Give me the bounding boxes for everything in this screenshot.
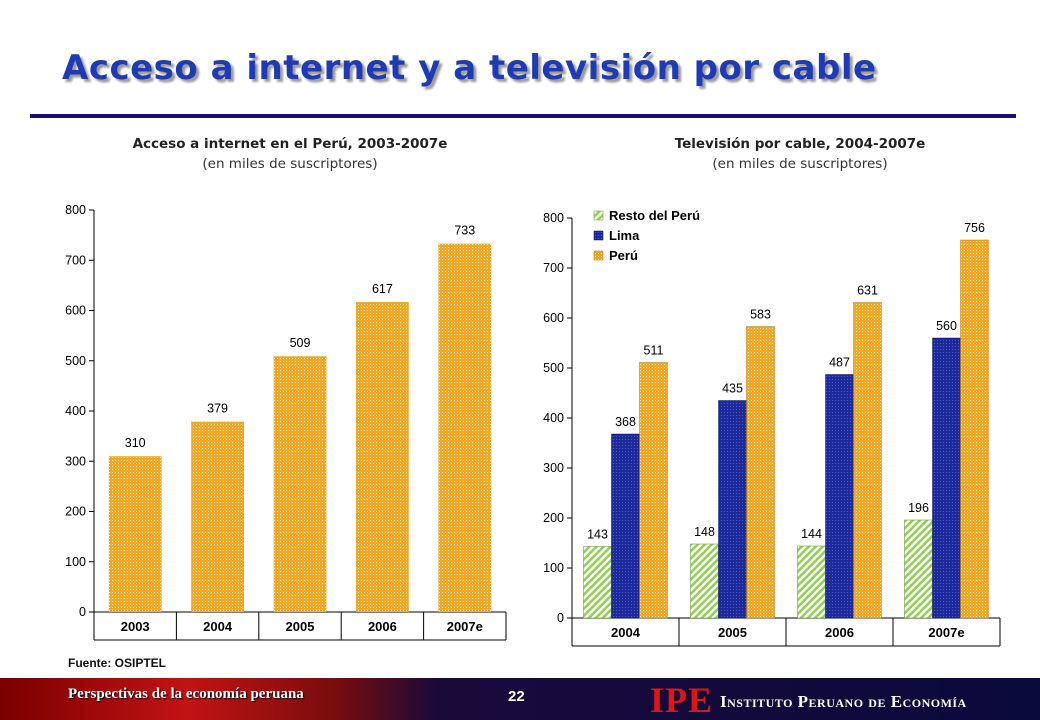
y-tick-label: 800 — [65, 203, 86, 217]
x-tick-label: 2004 — [611, 625, 641, 640]
bar-perú-2005 — [746, 326, 775, 619]
bar-2007e — [438, 243, 492, 613]
y-tick-label: 700 — [543, 261, 564, 275]
chart2-subtitle: (en miles de suscriptores) — [712, 156, 888, 172]
bar-resto-del-perú-2007e — [904, 519, 933, 619]
y-tick-label: 0 — [557, 611, 564, 625]
data-label: 509 — [290, 336, 311, 350]
data-label: 148 — [694, 525, 715, 539]
data-label: 511 — [644, 344, 664, 358]
data-label: 560 — [936, 319, 957, 333]
x-tick-label: 2006 — [825, 625, 854, 640]
x-tick-label: 2007e — [928, 625, 964, 640]
x-tick-label: 2004 — [203, 619, 233, 634]
y-tick-label: 400 — [65, 404, 86, 418]
legend-entry: Lima — [609, 228, 640, 243]
bar-lima-2007e — [932, 337, 961, 619]
x-tick-label: 2003 — [121, 619, 150, 634]
bar-resto-del-perú-2004 — [583, 546, 612, 619]
source-note: Fuente: OSIPTEL — [68, 656, 167, 670]
page-number: 22 — [508, 688, 525, 705]
x-tick-label: 2006 — [368, 619, 397, 634]
y-tick-label: 100 — [65, 555, 86, 569]
legend-entry: Resto del Perú — [609, 208, 700, 223]
cable-tv-bar-chart: 0 100 200 300 400 500 600 700 800 2004 2005 2006 200… — [543, 208, 1001, 647]
bar-perú-2004 — [639, 362, 668, 619]
y-tick-label: 600 — [65, 304, 86, 318]
legend-swatch — [593, 210, 604, 221]
x-tick-label: 2005 — [718, 625, 747, 640]
ipe-logo: IPE — [650, 680, 714, 720]
footer-publication-title: Perspectivas de la economía peruana — [68, 686, 304, 702]
bar-lima-2006 — [825, 374, 854, 619]
data-label: 435 — [722, 382, 743, 396]
legend-swatch — [593, 250, 604, 261]
data-label: 631 — [857, 284, 878, 298]
y-tick-label: 300 — [65, 454, 86, 468]
y-tick-label: 800 — [543, 211, 564, 225]
footer-bar — [0, 678, 1040, 720]
data-label: 487 — [829, 356, 850, 370]
chart1-title: Acceso a internet en el Perú, 2003-2007e — [132, 136, 448, 152]
data-label: 379 — [207, 402, 228, 416]
bar-resto-del-perú-2006 — [797, 545, 826, 619]
y-tick-label: 100 — [543, 561, 564, 575]
y-tick-label: 500 — [543, 361, 564, 375]
internet-bar-chart: 0 100 200 300 400 500 600 700 800 2003 2004 2005 200… — [65, 203, 507, 641]
data-label: 733 — [454, 224, 475, 238]
bar-2004 — [191, 421, 244, 612]
slide-title: Acceso a internet y a televisión por cab… — [62, 48, 877, 88]
legend-entry: Perú — [609, 248, 638, 263]
bar-2005 — [273, 356, 327, 612]
institute-name: Instituto Peruano de Economía — [720, 692, 967, 711]
x-tick-label: 2005 — [286, 619, 315, 634]
data-label: 196 — [908, 501, 929, 515]
data-label: 310 — [125, 436, 146, 450]
chart2-title: Televisión por cable, 2004-2007e — [674, 136, 926, 152]
data-label: 143 — [587, 528, 608, 542]
legend-swatch — [593, 230, 604, 241]
data-label: 144 — [801, 527, 822, 541]
bar-resto-del-perú-2005 — [690, 543, 719, 619]
data-label: 368 — [615, 415, 636, 429]
bar-lima-2004 — [611, 433, 640, 619]
bar-2006 — [356, 301, 409, 612]
bar-perú-2006 — [853, 302, 882, 619]
title-divider — [30, 114, 1016, 118]
y-tick-label: 600 — [543, 311, 564, 325]
y-tick-label: 0 — [79, 605, 86, 619]
bar-2003 — [108, 456, 162, 612]
data-label: 756 — [964, 221, 985, 235]
y-tick-label: 400 — [543, 411, 564, 425]
data-label: 583 — [750, 308, 771, 322]
data-label: 617 — [372, 282, 393, 296]
y-tick-label: 200 — [543, 511, 564, 525]
y-tick-label: 300 — [543, 461, 564, 475]
chart1-subtitle: (en miles de suscriptores) — [202, 156, 378, 172]
y-tick-label: 500 — [65, 354, 86, 368]
bar-lima-2005 — [718, 400, 747, 619]
y-tick-label: 700 — [65, 253, 86, 267]
x-tick-label: 2007e — [447, 619, 483, 634]
y-tick-label: 200 — [65, 505, 86, 519]
bar-perú-2007e — [960, 239, 989, 619]
